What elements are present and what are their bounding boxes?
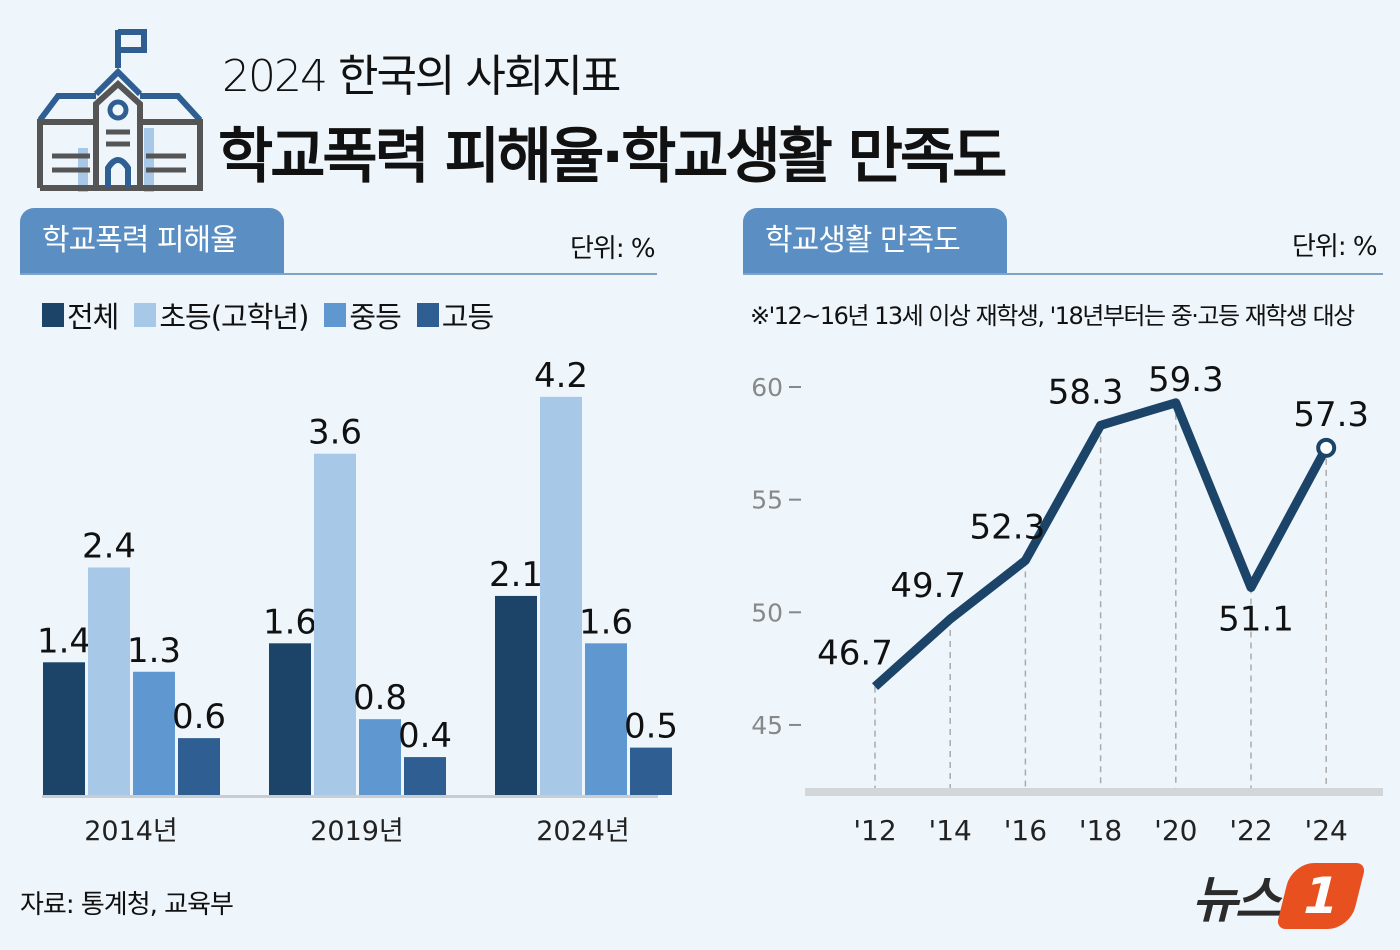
bar (585, 643, 627, 795)
x-tick-label: '12 (853, 814, 896, 847)
bar (404, 757, 446, 795)
x-tick-label: '22 (1229, 814, 1272, 847)
bar-value-label: 0.5 (624, 707, 678, 747)
divider (20, 273, 657, 275)
bar-value-label: 1.6 (263, 602, 317, 642)
news1-logo: 뉴스 1 (1192, 860, 1367, 932)
bar (630, 747, 672, 795)
x-tick-label: '24 (1305, 814, 1348, 847)
x-tick-label: '18 (1079, 814, 1122, 847)
bar (269, 643, 311, 795)
line-unit: 단위: % (1292, 232, 1378, 262)
legend-label: 고등 (441, 300, 494, 334)
bar (495, 595, 537, 795)
y-tick-label: 50 (751, 598, 783, 627)
line-chart-tab: 학교생활 만족도 (743, 208, 1007, 274)
data-label: 49.7 (890, 566, 966, 606)
source: 자료: 통계청, 교육부 (20, 890, 234, 920)
x-tick-label: 2014년 (84, 816, 178, 847)
legend-item: 고등 (416, 294, 494, 336)
bar (540, 396, 582, 795)
legend-swatch (324, 303, 347, 327)
bar (314, 453, 356, 795)
bar-value-label: 2.1 (489, 555, 543, 595)
x-tick-label: 2024년 (536, 816, 630, 847)
data-label: 52.3 (970, 507, 1046, 547)
page-title: 학교폭력 피해율·학교생활 만족도 (218, 122, 1007, 192)
data-label: 51.1 (1218, 600, 1294, 640)
bar-value-label: 0.8 (353, 678, 407, 718)
bar (88, 567, 130, 795)
y-tick-label: 60 (751, 373, 783, 402)
bar-value-label: 0.6 (172, 697, 226, 737)
legend-item: 초등(고학년) (134, 294, 309, 336)
bar (133, 671, 175, 795)
bar-value-label: 3.6 (308, 413, 362, 453)
data-label: 58.3 (1048, 372, 1124, 412)
bar-value-label: 1.4 (37, 621, 91, 661)
series-line (871, 398, 1331, 690)
y-tick-label: 55 (751, 486, 783, 515)
bar (178, 738, 220, 795)
y-tick-label: 45 (751, 711, 783, 740)
x-axis (805, 788, 1383, 796)
legend-item: 중등 (324, 294, 402, 336)
legend-swatch (416, 303, 439, 327)
bar-value-label: 0.4 (398, 716, 452, 756)
bar-value-label: 1.6 (579, 602, 633, 642)
legend-label: 중등 (349, 300, 401, 334)
school-building-icon (37, 29, 203, 192)
x-tick-label: 2019년 (310, 816, 404, 847)
legend: 전체 초등(고학년) 중등 고등 (42, 294, 494, 336)
legend-label: 초등(고학년) (159, 300, 309, 334)
data-point (1316, 437, 1337, 458)
data-label: 57.3 (1293, 395, 1369, 435)
x-tick-label: '14 (929, 814, 972, 847)
legend-label: 전체 (67, 300, 119, 334)
data-label: 59.3 (1148, 360, 1224, 400)
bar (359, 719, 401, 795)
bar-value-label: 1.3 (127, 631, 181, 671)
chart-note: ※'12~16년 13세 이상 재학생, '18년부터는 중·고등 재학생 대상 (750, 302, 1355, 330)
baseline (42, 795, 658, 798)
supertitle: 2024 한국의 사회지표 (222, 51, 621, 102)
legend-swatch (42, 303, 64, 327)
divider (743, 273, 1383, 275)
bar-unit: 단위: % (570, 234, 656, 264)
data-label: 46.7 (817, 634, 893, 674)
legend-swatch (134, 303, 157, 327)
x-tick-label: '20 (1154, 814, 1197, 847)
x-tick-label: '16 (1004, 814, 1047, 847)
legend-item: 전체 (42, 294, 119, 336)
bar-value-label: 4.2 (534, 356, 588, 396)
bar (43, 662, 85, 795)
bar-value-label: 2.4 (82, 526, 136, 566)
bar-chart-tab: 학교폭력 피해율 (20, 208, 284, 274)
